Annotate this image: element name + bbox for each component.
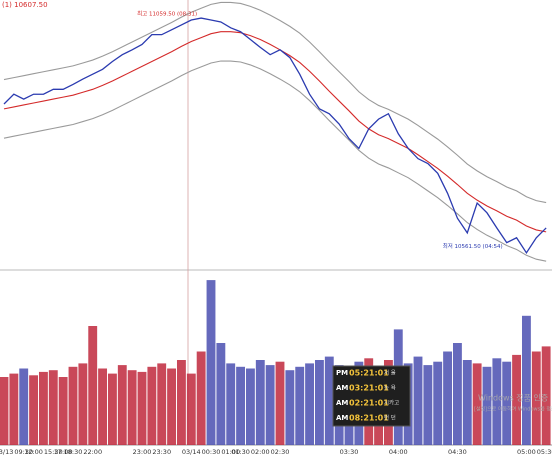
volume-bar (521, 315, 531, 445)
x-tick-label: 22:00 (83, 448, 102, 456)
volume-bar (137, 371, 147, 445)
volume-bar (98, 368, 108, 445)
x-tick-label: 17:00 (54, 448, 73, 456)
price-line (3, 17, 547, 255)
watermark-text: [설정]으로 이동하여 Windows를 정품 인증합니다. (474, 406, 552, 413)
volume-bar (127, 370, 137, 445)
volume-bar (206, 280, 216, 445)
x-tick-label: 03/13 (0, 448, 13, 456)
volume-bar (433, 361, 443, 445)
clock-time: 03:21:01 (349, 384, 389, 393)
x-tick-label: 01:00 (221, 448, 240, 456)
volume-bar (413, 356, 423, 445)
x-tick-label: 01:30 (231, 448, 250, 456)
x-tick-label: 02:30 (271, 448, 290, 456)
clock-time: 05:21:01 (349, 369, 389, 378)
clock-city: 뉴 욕 (384, 385, 396, 392)
x-tick-label: 23:00 (133, 448, 152, 456)
volume-bar (512, 354, 522, 445)
clock-time: 08:21:01 (349, 414, 389, 423)
clock-time: 02:21:01 (349, 399, 389, 408)
x-tick-label: 05:00 (517, 448, 536, 456)
x-tick-label: 09:30 (14, 448, 33, 456)
clock-city: 시카고 (384, 399, 399, 407)
volume-bar (58, 377, 68, 445)
volume-bar (176, 360, 186, 445)
volume-bar (265, 365, 275, 445)
volume-bar (9, 373, 19, 445)
x-tick-label: 12:00 (24, 448, 43, 456)
annotation: 최저 10561.50 (04:54) (443, 242, 503, 250)
x-tick-label: 23:30 (152, 448, 171, 456)
volume-bar (167, 368, 177, 445)
volume-bar (107, 373, 117, 445)
volume-bar (38, 371, 48, 445)
volume-bar (324, 356, 334, 445)
volume-bar (245, 368, 255, 445)
x-tick-label: 03/14 (182, 448, 201, 456)
volume-bar (88, 326, 98, 445)
volume-bar (482, 366, 492, 445)
clock-ampm: AM (336, 399, 348, 407)
x-tick-label: 02:00 (251, 448, 270, 456)
volume-bar (196, 351, 206, 445)
clock-ampm: PM (336, 369, 348, 377)
x-tick-label: 04:00 (389, 448, 408, 456)
volume-bar (78, 363, 88, 445)
volume-bar (68, 366, 78, 445)
x-tick-label: 18:30 (64, 448, 83, 456)
volume-bar (186, 373, 196, 445)
volume-bar (314, 360, 324, 445)
volume-bar (462, 360, 472, 445)
clock-ampm: AM (336, 384, 348, 392)
volume-bar (216, 343, 226, 445)
volume-bar (443, 351, 453, 445)
volume-bar (423, 365, 433, 445)
x-tick-label: 03:30 (340, 448, 359, 456)
volume-bar (117, 365, 127, 445)
clock-ampm: AM (336, 414, 348, 422)
volume-bar (275, 361, 285, 445)
volume-bar (452, 343, 462, 445)
volume-bar (255, 360, 265, 445)
volume-bar (48, 370, 58, 445)
watermark-title: Windows 정품 인증 (478, 393, 548, 403)
volume-bar (0, 377, 9, 445)
clock-city: 서 울 (384, 369, 396, 377)
volume-bar (236, 366, 246, 445)
volume-bar (29, 375, 39, 445)
volume-bar (226, 363, 236, 445)
header-text: (1) 10607.50 (2, 1, 48, 9)
volume-bar (531, 351, 541, 445)
volume-bar (285, 370, 295, 445)
volume-bar (295, 366, 305, 445)
x-tick-label: 04:30 (448, 448, 467, 456)
volume-bar (19, 368, 29, 445)
clock-panel: PM 05:21:01서 울AM 03:21:01뉴 욕AM 02:21:01시카고A… (332, 365, 411, 427)
price-line (3, 31, 547, 233)
volume-bar (541, 346, 551, 445)
x-tick-label: 15:30 (44, 448, 63, 456)
clock-city: 런 던 (384, 414, 396, 422)
clock-background (332, 365, 411, 427)
volume-bar (472, 363, 482, 445)
volume-bar (305, 363, 315, 445)
volume-bar (502, 361, 512, 445)
annotation: 최고 11059.50 (08:31) (137, 10, 197, 18)
x-tick-label: 00:30 (202, 448, 221, 456)
volume-bar (157, 363, 167, 445)
x-tick-label: 05:30 (537, 448, 552, 456)
price-line (3, 1, 547, 204)
volume-bar (147, 366, 157, 445)
volume-bar (492, 358, 502, 445)
